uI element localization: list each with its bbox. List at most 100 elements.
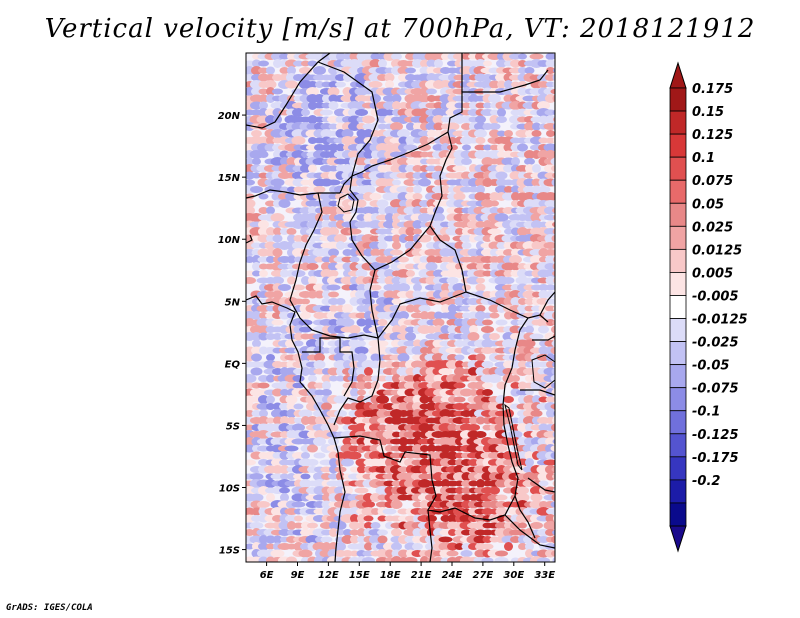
y-tick-label: 15S [219, 546, 240, 557]
field-cell [392, 374, 401, 383]
field-cell [433, 256, 444, 263]
colorbar-swatch [669, 433, 687, 458]
field-cell [446, 445, 459, 452]
field-cell [545, 255, 555, 264]
field-cell [467, 248, 480, 257]
field-cell [286, 228, 297, 235]
field-cell [376, 375, 389, 382]
field-cell [518, 53, 527, 60]
field-cell [307, 522, 318, 529]
field-cell [350, 438, 359, 445]
field-cell [489, 129, 500, 138]
field-cell [475, 311, 486, 320]
field-cell [475, 445, 486, 452]
field-cell [355, 381, 368, 390]
field-cell [293, 403, 304, 410]
field-cell [341, 458, 354, 467]
field-cell [441, 143, 450, 152]
field-cell [460, 388, 473, 397]
field-cell [392, 241, 401, 250]
field-cell [433, 283, 444, 292]
field-cell [446, 101, 459, 110]
field-cell [503, 297, 514, 306]
field-cell [354, 87, 369, 96]
field-cell [483, 312, 492, 319]
field-cell [392, 325, 401, 334]
field-cell [398, 136, 409, 145]
colorbar-label: -0.175 [692, 451, 739, 466]
y-tick-label: 15N [218, 173, 241, 184]
field-cell [550, 403, 555, 410]
field-cell [438, 536, 453, 543]
field-cell [405, 263, 416, 270]
field-cell [530, 213, 543, 222]
field-cell [427, 137, 436, 144]
field-cell [510, 382, 521, 389]
field-cell [272, 361, 283, 368]
field-cell [466, 444, 481, 453]
field-cell [342, 164, 353, 173]
field-cell [543, 269, 555, 278]
field-cell [328, 81, 339, 88]
field-cell [503, 249, 514, 256]
field-cell [370, 353, 381, 362]
field-cell [350, 178, 359, 187]
field-cell [299, 326, 312, 333]
field-cell [495, 171, 508, 180]
map-title: Vertical velocity [m/s] at 700hPa, VT: 2… [44, 14, 756, 44]
field-cell [468, 186, 479, 193]
field-cell [300, 473, 311, 480]
field-cell [392, 213, 401, 222]
field-cell [335, 375, 346, 382]
field-cell [454, 241, 465, 250]
field-cell [418, 269, 431, 278]
field-cell [524, 150, 535, 159]
colorbar-label: -0.0125 [692, 313, 748, 328]
field-cell [384, 269, 395, 278]
field-cell [550, 501, 555, 508]
field-cell [426, 515, 437, 522]
field-cell [496, 59, 507, 68]
field-cell [427, 438, 436, 445]
field-cell [280, 416, 289, 425]
field-cell [487, 150, 502, 159]
field-cell [461, 158, 472, 165]
field-cell [525, 389, 534, 396]
field-cell [399, 102, 408, 109]
field-cell [252, 158, 261, 165]
field-cell [259, 270, 268, 277]
field-cell [530, 381, 543, 390]
field-cell [266, 395, 275, 404]
field-cell [525, 458, 534, 467]
field-cell [291, 136, 306, 145]
field-cell [552, 529, 555, 536]
field-cell [412, 290, 423, 299]
field-cell [482, 270, 493, 277]
field-cell [329, 305, 338, 312]
field-cell [544, 214, 555, 221]
field-cell [286, 556, 297, 562]
field-cell [321, 374, 332, 383]
field-cell [553, 68, 555, 73]
field-cell [405, 332, 416, 341]
field-cell [265, 318, 276, 327]
field-cell [265, 333, 276, 340]
field-cell [377, 535, 388, 544]
field-cell [258, 395, 269, 404]
field-cell [509, 325, 522, 334]
field-cell [348, 67, 361, 74]
field-cell [446, 550, 459, 557]
field-cell [287, 234, 296, 243]
field-cell [553, 137, 555, 144]
field-cell [270, 213, 285, 222]
field-cell [413, 185, 422, 194]
field-cell [308, 375, 317, 382]
field-cell [461, 102, 472, 109]
field-cell [452, 165, 467, 172]
field-cell [551, 234, 555, 243]
colorbar-label: 0.175 [692, 82, 733, 97]
grads-credit: GrADS: IGES/COLA [6, 603, 93, 613]
field-cell [257, 430, 270, 439]
field-cell [258, 416, 269, 425]
field-cell [342, 437, 353, 446]
